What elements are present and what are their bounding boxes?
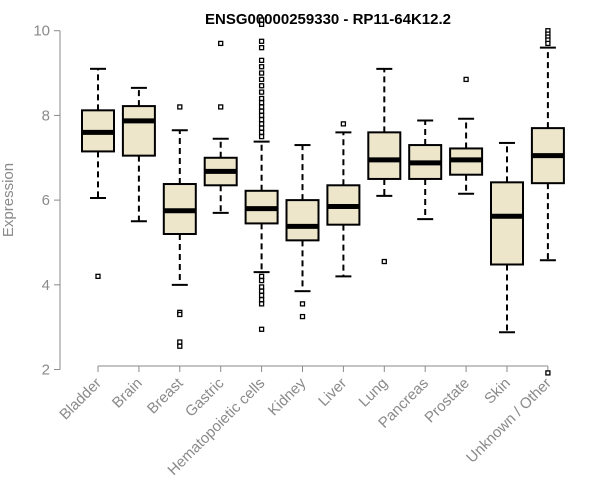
- y-tick-label: 4: [42, 277, 50, 294]
- x-tick-label: Breast: [144, 374, 187, 417]
- outlier-point: [177, 311, 183, 318]
- outlier-point: [340, 121, 347, 127]
- outlier-point: [177, 343, 183, 349]
- outlier-point: [258, 121, 265, 127]
- outlier-point: [258, 112, 265, 119]
- y-tick-label: 10: [33, 23, 50, 40]
- outlier-point: [258, 95, 265, 102]
- box-kidney: [285, 144, 320, 320]
- outlier-point: [258, 104, 265, 110]
- box-skin: [490, 141, 524, 334]
- outlier-point: [258, 273, 265, 280]
- outlier-point: [258, 83, 265, 89]
- outlier-point: [381, 258, 387, 265]
- x-tick-label: Prostate: [421, 375, 473, 427]
- box-brain: [121, 86, 156, 223]
- outlier-point: [258, 38, 265, 44]
- y-tick-label: 8: [42, 107, 50, 124]
- box-unknown-other: [530, 28, 565, 376]
- box-gastric: [203, 40, 238, 214]
- y-tick-label: 6: [42, 192, 50, 209]
- iqr-box: [367, 131, 402, 180]
- outlier-point: [258, 100, 265, 106]
- outlier-point: [258, 89, 265, 95]
- outlier-point: [545, 40, 551, 47]
- outlier-point: [258, 17, 265, 23]
- outlier-point: [258, 301, 265, 307]
- outlier-point: [95, 273, 101, 280]
- outlier-point: [177, 339, 183, 345]
- outlier-point: [299, 301, 306, 307]
- outlier-point: [258, 70, 265, 76]
- y-tick-label: 2: [42, 362, 50, 379]
- iqr-box: [490, 181, 524, 266]
- outlier-point: [258, 296, 265, 303]
- boxes: [81, 17, 565, 376]
- outlier-point: [258, 129, 265, 136]
- outlier-point: [218, 40, 224, 47]
- box-prostate: [449, 76, 484, 195]
- outlier-point: [463, 76, 469, 83]
- outlier-point: [258, 284, 265, 290]
- outlier-point: [258, 288, 265, 294]
- chart-title: ENSG00000259330 - RP11-64K12.2: [205, 11, 451, 28]
- outlier-point: [258, 133, 265, 140]
- box-lung: [367, 67, 402, 265]
- box-pancreas: [408, 119, 443, 221]
- outlier-point: [258, 76, 265, 83]
- x-tick-label: Skin: [481, 375, 514, 408]
- x-tick-label: Lung: [356, 375, 392, 411]
- outlier-point: [258, 116, 265, 123]
- outlier-point: [258, 44, 265, 51]
- outlier-point: [258, 277, 265, 284]
- outlier-point: [258, 108, 265, 114]
- outlier-point: [545, 370, 551, 376]
- x-tick-label: Kidney: [265, 374, 310, 419]
- x-tick-label: Bladder: [56, 375, 105, 424]
- outlier-point: [258, 64, 265, 70]
- axes: 2 4 6 8 10: [33, 23, 549, 379]
- iqr-box: [121, 105, 156, 157]
- box-breast: [162, 104, 197, 349]
- outlier-point: [299, 313, 306, 320]
- outlier-point: [258, 292, 265, 299]
- y-axis-label: Expression: [0, 163, 17, 237]
- outlier-point: [258, 326, 265, 332]
- box-bladder: [81, 67, 115, 280]
- box-hematopoietic-cells: [244, 17, 279, 332]
- x-tick-label: Brain: [109, 375, 146, 412]
- outlier-point: [258, 21, 265, 28]
- outlier-point: [258, 57, 265, 64]
- x-tick-label: Liver: [315, 375, 350, 410]
- outlier-point: [258, 125, 265, 131]
- outlier-point: [177, 104, 183, 110]
- iqr-box: [285, 199, 320, 242]
- box-liver: [326, 121, 361, 278]
- outlier-point: [218, 104, 224, 110]
